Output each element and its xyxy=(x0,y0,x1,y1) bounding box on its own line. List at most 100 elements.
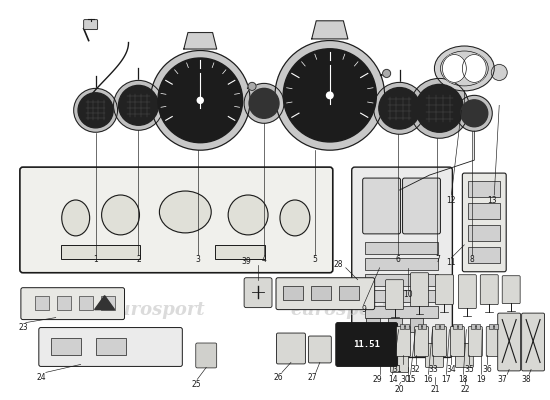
Ellipse shape xyxy=(102,195,140,235)
Text: 11.51: 11.51 xyxy=(353,340,380,349)
Ellipse shape xyxy=(62,200,90,236)
FancyBboxPatch shape xyxy=(450,326,464,356)
Bar xyxy=(51,338,81,356)
FancyBboxPatch shape xyxy=(403,178,441,234)
Circle shape xyxy=(151,50,250,150)
FancyBboxPatch shape xyxy=(469,326,482,356)
FancyBboxPatch shape xyxy=(498,313,521,371)
Bar xyxy=(283,286,303,300)
FancyBboxPatch shape xyxy=(410,273,428,307)
Text: 37: 37 xyxy=(497,375,507,384)
FancyBboxPatch shape xyxy=(432,326,447,356)
Circle shape xyxy=(410,78,469,138)
FancyBboxPatch shape xyxy=(463,173,506,272)
FancyBboxPatch shape xyxy=(362,178,400,234)
Text: 28: 28 xyxy=(333,260,343,269)
Ellipse shape xyxy=(160,191,211,233)
Ellipse shape xyxy=(228,195,268,235)
Bar xyxy=(453,324,458,328)
Text: 29: 29 xyxy=(373,375,382,384)
Ellipse shape xyxy=(442,54,466,82)
Polygon shape xyxy=(95,296,114,310)
Bar xyxy=(469,181,500,197)
Bar xyxy=(490,324,493,328)
Text: 15: 15 xyxy=(406,375,415,384)
Text: 32: 32 xyxy=(411,365,420,374)
Bar xyxy=(471,324,475,328)
Text: 35: 35 xyxy=(464,365,474,374)
Text: 13: 13 xyxy=(487,196,497,204)
Text: 30: 30 xyxy=(400,375,410,384)
Ellipse shape xyxy=(434,46,494,91)
FancyBboxPatch shape xyxy=(336,322,398,366)
FancyBboxPatch shape xyxy=(426,344,443,368)
Bar xyxy=(339,286,359,300)
Text: eurosport: eurosport xyxy=(106,301,205,319)
Text: 27: 27 xyxy=(307,373,317,382)
Bar xyxy=(366,318,379,332)
FancyBboxPatch shape xyxy=(390,348,409,372)
Text: 5: 5 xyxy=(312,255,317,264)
Text: 12: 12 xyxy=(447,196,456,204)
Bar xyxy=(79,296,92,310)
Bar xyxy=(441,324,444,328)
FancyBboxPatch shape xyxy=(397,326,410,356)
Bar xyxy=(101,296,114,310)
Circle shape xyxy=(78,93,113,128)
Text: 24: 24 xyxy=(36,373,46,382)
FancyBboxPatch shape xyxy=(415,326,428,356)
Circle shape xyxy=(249,88,279,118)
FancyBboxPatch shape xyxy=(486,326,500,356)
Bar xyxy=(365,306,438,318)
Bar xyxy=(476,324,480,328)
Text: 10: 10 xyxy=(403,290,412,299)
Bar xyxy=(365,242,438,254)
Circle shape xyxy=(379,88,420,129)
FancyBboxPatch shape xyxy=(480,275,498,305)
Text: 2: 2 xyxy=(136,255,141,264)
FancyBboxPatch shape xyxy=(458,275,476,309)
Text: 6: 6 xyxy=(395,255,400,264)
Bar xyxy=(458,324,463,328)
Text: 8: 8 xyxy=(470,255,475,264)
FancyBboxPatch shape xyxy=(455,344,474,368)
FancyBboxPatch shape xyxy=(521,313,544,371)
FancyBboxPatch shape xyxy=(244,278,272,308)
Text: 34: 34 xyxy=(447,365,456,374)
Circle shape xyxy=(74,88,118,132)
Polygon shape xyxy=(312,21,348,39)
Text: 21: 21 xyxy=(431,385,440,394)
Text: eurosport: eurosport xyxy=(290,301,389,319)
Bar xyxy=(469,225,500,241)
Circle shape xyxy=(158,58,243,143)
Text: 36: 36 xyxy=(482,365,492,374)
Bar xyxy=(57,296,71,310)
Circle shape xyxy=(461,100,488,127)
FancyBboxPatch shape xyxy=(502,276,520,304)
Bar xyxy=(399,324,404,328)
FancyBboxPatch shape xyxy=(309,336,331,363)
Text: 31: 31 xyxy=(393,365,403,374)
Text: 38: 38 xyxy=(521,375,531,384)
Text: 16: 16 xyxy=(424,375,433,384)
Bar xyxy=(35,296,49,310)
Text: 1: 1 xyxy=(94,255,98,264)
Text: 14: 14 xyxy=(388,375,398,384)
Circle shape xyxy=(119,85,158,125)
Bar xyxy=(422,324,426,328)
Circle shape xyxy=(373,82,426,134)
Text: 33: 33 xyxy=(428,365,438,374)
Circle shape xyxy=(283,49,376,142)
Bar xyxy=(311,286,331,300)
Bar xyxy=(469,247,500,263)
Bar xyxy=(96,338,125,356)
Circle shape xyxy=(327,92,333,99)
Circle shape xyxy=(275,40,384,150)
Bar xyxy=(388,318,402,332)
Circle shape xyxy=(383,70,390,78)
FancyBboxPatch shape xyxy=(277,333,305,364)
Text: 17: 17 xyxy=(442,375,451,384)
Text: 19: 19 xyxy=(476,375,486,384)
Text: 4: 4 xyxy=(262,255,267,264)
FancyBboxPatch shape xyxy=(196,343,217,368)
